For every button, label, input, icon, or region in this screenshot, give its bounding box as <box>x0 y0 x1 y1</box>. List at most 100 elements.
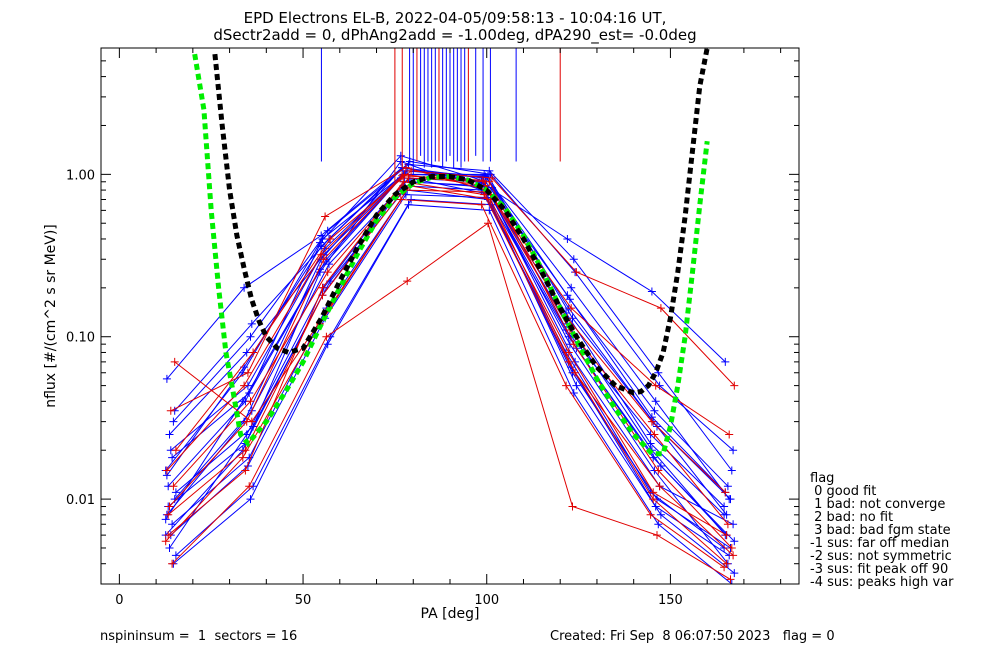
data-point-marker <box>721 488 730 497</box>
data-point-marker <box>654 520 663 529</box>
data-point-marker <box>238 453 247 462</box>
x-tick-label: 50 <box>295 593 312 608</box>
data-point-marker <box>720 510 729 519</box>
data-point-marker <box>656 510 665 519</box>
spike-layer <box>320 48 561 182</box>
data-point-marker <box>319 255 328 264</box>
data-point-marker <box>326 235 335 243</box>
data-point-marker <box>249 348 258 357</box>
data-point-marker <box>322 332 331 341</box>
data-point-marker <box>729 446 738 455</box>
legend-title: flag <box>810 471 834 486</box>
data-point-marker <box>650 430 659 439</box>
data-point-marker <box>247 417 256 426</box>
data-point-marker <box>726 575 735 584</box>
fit-curve-layer <box>192 48 710 457</box>
data-point-marker <box>170 357 179 366</box>
data-point-marker <box>325 260 333 269</box>
series-line <box>174 185 734 556</box>
data-point-marker <box>241 466 250 475</box>
data-series-layer <box>161 151 739 584</box>
data-point-marker <box>246 332 255 341</box>
y-axis-label: nflux [#/(cm^2 s sr MeV)] <box>43 224 59 408</box>
data-point-marker <box>562 381 571 390</box>
series-line <box>175 170 735 451</box>
series-line <box>170 194 730 556</box>
data-point-marker <box>650 406 659 415</box>
series-line <box>171 189 731 549</box>
data-point-marker <box>647 417 656 426</box>
legend-item: 2 bad: no fit <box>810 510 893 525</box>
data-point-marker <box>238 397 247 406</box>
data-point-marker <box>396 195 405 204</box>
data-point-marker <box>162 466 171 475</box>
data-point-marker <box>651 502 660 511</box>
data-point-marker <box>656 304 665 313</box>
data-point-marker <box>247 319 256 328</box>
data-point-marker <box>727 544 736 552</box>
data-point-marker <box>171 446 180 455</box>
data-point-marker <box>246 397 255 406</box>
legend-item: -1 sus: far off median <box>810 536 949 551</box>
data-point-marker <box>730 537 739 546</box>
data-point-marker <box>730 569 739 578</box>
series-line <box>167 189 727 536</box>
data-point-marker <box>486 170 495 179</box>
data-point-marker <box>401 163 410 172</box>
series-line <box>175 198 735 574</box>
data-point-marker <box>321 212 330 221</box>
data-point-marker <box>567 283 576 292</box>
legend-item: -2 sus: not symmetric <box>810 549 952 564</box>
data-point-marker <box>651 381 660 390</box>
data-point-marker <box>729 551 738 560</box>
data-point-marker <box>725 430 734 439</box>
series-line <box>173 177 733 549</box>
series-line <box>165 198 725 568</box>
data-point-marker <box>723 520 732 529</box>
data-point-marker <box>572 268 581 277</box>
data-point-marker <box>646 510 655 519</box>
data-point-marker <box>165 430 174 439</box>
data-point-marker <box>317 231 326 240</box>
x-tick-label: 150 <box>658 593 683 608</box>
legend-item: 3 bad: bad fgm state <box>810 523 951 538</box>
data-point-marker <box>571 368 580 377</box>
series-line <box>165 155 725 507</box>
legend-item: 1 bad: not converge <box>810 497 945 512</box>
data-point-marker <box>243 368 252 377</box>
data-point-marker <box>318 291 327 300</box>
legend-item: -3 sus: fit peak off 90 <box>810 562 948 577</box>
series-line <box>171 222 731 580</box>
y-tick-label: 0.01 <box>66 493 95 508</box>
series-line <box>167 181 727 565</box>
axes: 0 50 100 150 0.01 0.10 1.00 <box>66 47 799 608</box>
data-point-marker <box>161 537 170 546</box>
data-point-marker <box>168 453 177 462</box>
data-point-marker <box>654 466 663 475</box>
data-point-marker <box>563 291 572 300</box>
data-point-marker <box>569 255 578 264</box>
data-point-marker <box>656 462 665 470</box>
data-point-marker <box>484 219 492 228</box>
data-point-marker <box>169 482 178 491</box>
x-tick-label: 100 <box>474 593 499 608</box>
data-point-marker <box>720 563 729 572</box>
data-point-marker <box>487 174 496 182</box>
data-point-marker <box>403 277 412 286</box>
data-point-marker <box>720 502 729 511</box>
data-point-marker <box>240 381 249 390</box>
x-tick-label: 0 <box>115 593 123 608</box>
series-line <box>175 181 735 542</box>
data-point-marker <box>316 238 324 247</box>
data-point-marker <box>317 242 326 251</box>
data-point-marker <box>722 531 731 540</box>
legend-item: -4 sus: peaks high var <box>810 575 954 590</box>
data-point-marker <box>249 422 258 431</box>
series-line <box>169 181 729 565</box>
data-point-marker <box>168 559 177 568</box>
data-point-marker <box>727 580 736 584</box>
data-point-marker <box>567 304 576 313</box>
data-point-marker <box>323 340 332 349</box>
data-point-marker <box>396 151 405 160</box>
data-point-marker <box>651 397 660 406</box>
